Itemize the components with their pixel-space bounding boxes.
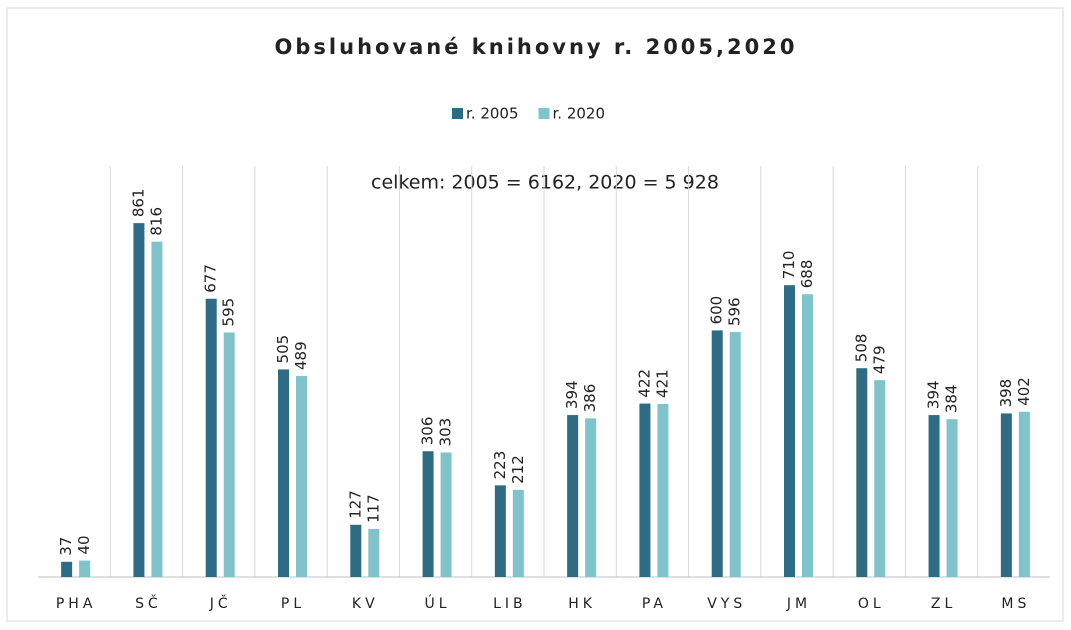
value-label: 223 <box>491 451 509 480</box>
bar <box>368 528 380 577</box>
bar <box>784 285 795 577</box>
x-tick-label: SČ <box>135 594 162 612</box>
bar <box>350 524 362 577</box>
value-label: 508 <box>852 334 870 363</box>
value-label: 816 <box>147 207 165 236</box>
value-label: 303 <box>437 418 455 447</box>
bar <box>79 560 91 577</box>
value-label: 394 <box>563 380 581 409</box>
value-label: 861 <box>129 188 147 217</box>
value-label: 595 <box>220 298 238 327</box>
value-label: 127 <box>346 490 364 519</box>
bar <box>639 403 651 577</box>
bar <box>856 368 868 577</box>
x-tick-label: PL <box>281 596 305 612</box>
value-label: 489 <box>292 341 310 370</box>
annotation: celkem: 2005 = 6162, 2020 = 5 928 <box>371 172 719 194</box>
bar <box>494 485 506 577</box>
value-label: 398 <box>997 379 1015 408</box>
bar <box>223 332 235 577</box>
x-tick-label: JČ <box>209 594 232 612</box>
value-label: 505 <box>274 335 292 364</box>
bar <box>874 380 886 577</box>
value-label: 384 <box>943 385 961 414</box>
bar <box>133 223 145 577</box>
value-label: 306 <box>419 417 437 446</box>
bar <box>928 415 940 577</box>
bar <box>946 419 958 577</box>
bar <box>205 298 217 577</box>
value-label: 117 <box>364 494 382 523</box>
legend-swatch <box>452 108 463 119</box>
bar <box>440 452 452 577</box>
bar <box>1000 413 1012 577</box>
value-label: 421 <box>653 369 671 398</box>
value-label: 40 <box>75 535 93 554</box>
legend-swatch <box>538 108 550 119</box>
value-label: 422 <box>635 369 653 398</box>
x-tick-label: OL <box>858 596 885 612</box>
x-tick-label: MS <box>1001 596 1030 612</box>
value-label: 688 <box>798 260 816 289</box>
value-label: 212 <box>509 455 527 484</box>
chart-frame <box>6 7 1064 622</box>
chart-title: Obsluhované knihovny r. 2005,2020 <box>275 35 798 59</box>
x-tick-label: ZL <box>931 596 956 612</box>
value-label: 479 <box>870 345 888 374</box>
bar <box>711 330 723 577</box>
bar <box>512 489 524 577</box>
x-tick-label: VYS <box>707 596 746 612</box>
value-label: 402 <box>1015 377 1033 406</box>
legend-label: r. 2020 <box>553 105 606 123</box>
bar <box>729 332 741 577</box>
legend-label: r. 2005 <box>466 105 519 123</box>
bar <box>802 294 813 577</box>
value-label: 600 <box>708 296 726 325</box>
x-tick-label: PHA <box>56 596 97 612</box>
value-label: 394 <box>925 380 943 409</box>
x-tick-label: KV <box>352 596 379 612</box>
x-tick-label: LIB <box>493 596 527 612</box>
x-tick-label: JM <box>786 596 811 612</box>
x-tick-label: ÚL <box>425 594 451 612</box>
value-label: 37 <box>57 537 75 556</box>
bar <box>151 241 163 577</box>
x-tick-label: PA <box>642 596 667 612</box>
value-label: 710 <box>780 251 798 280</box>
value-label: 677 <box>202 264 220 293</box>
bar <box>585 418 597 577</box>
bar <box>61 561 73 577</box>
bar <box>296 376 307 577</box>
bar <box>1018 411 1030 577</box>
bar <box>657 403 669 577</box>
bar <box>422 451 434 577</box>
bar <box>567 415 579 577</box>
value-label: 386 <box>581 384 599 413</box>
bar <box>278 369 289 577</box>
x-tick-label: HK <box>568 596 596 612</box>
value-label: 596 <box>726 297 744 326</box>
